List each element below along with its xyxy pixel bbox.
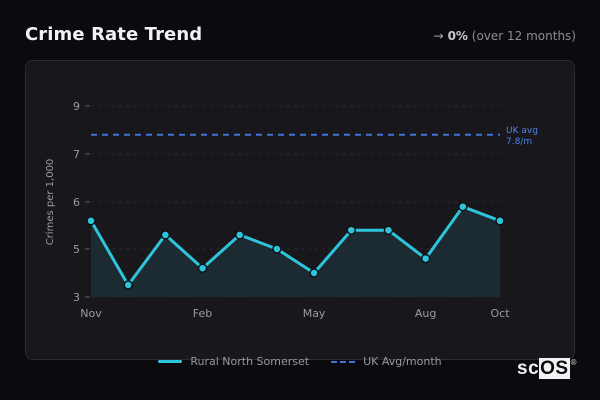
data-point-nov[interactable] — [86, 216, 96, 226]
series-swatch-icon — [158, 360, 183, 363]
data-point-aug[interactable] — [420, 253, 431, 264]
series-area — [91, 206, 500, 297]
dashed-swatch-icon — [331, 360, 356, 363]
legend-reference-label: UK Avg/month — [363, 355, 442, 368]
data-point-dec[interactable] — [123, 280, 133, 290]
legend-series-label: Rural North Somerset — [190, 355, 310, 368]
svg-text:Oct: Oct — [490, 307, 510, 320]
svg-text:5: 5 — [73, 243, 80, 256]
y-axis-label: Crimes per 1,000 — [45, 159, 56, 246]
data-points — [86, 201, 505, 290]
svg-text:May: May — [303, 307, 326, 320]
data-point-jan[interactable] — [160, 230, 171, 240]
svg-text:6: 6 — [73, 196, 80, 209]
x-axis: Nov Feb May Aug Oct — [80, 307, 510, 320]
data-point-sep[interactable] — [458, 201, 468, 212]
svg-text:Feb: Feb — [193, 307, 212, 320]
uk-average-annotation: UK avg 7.8/m — [506, 126, 541, 147]
trend-period: (over 12 months) — [471, 29, 576, 43]
chart-title: Crime Rate Trend — [25, 24, 203, 45]
svg-text:9: 9 — [73, 100, 80, 113]
svg-text:Nov: Nov — [80, 307, 102, 320]
legend-item-series[interactable]: Rural North Somerset — [158, 355, 309, 368]
series-line — [89, 205, 501, 287]
trend-summary: → 0% (over 12 months) — [434, 29, 576, 43]
svg-text:3: 3 — [73, 291, 80, 304]
y-axis: 9 7 6 5 3 — [73, 100, 90, 304]
trend-arrow-icon: → — [433, 29, 444, 43]
data-point-jun[interactable] — [346, 225, 357, 235]
data-point-apr[interactable] — [272, 244, 282, 254]
brand-logo: scOS ® — [517, 358, 577, 379]
data-point-jul[interactable] — [383, 225, 394, 235]
svg-text:Aug: Aug — [415, 307, 436, 320]
data-point-feb[interactable] — [197, 263, 208, 273]
chart-card — [25, 60, 575, 360]
trend-value: 0% — [447, 29, 468, 43]
svg-text:7: 7 — [73, 148, 80, 161]
legend-item-uk-average[interactable]: UK Avg/month — [331, 355, 442, 368]
data-point-mar[interactable] — [234, 230, 245, 240]
data-point-oct[interactable] — [495, 216, 505, 226]
data-point-may[interactable] — [309, 268, 319, 278]
chart-legend: Rural North Somerset UK Avg/month — [0, 355, 600, 368]
